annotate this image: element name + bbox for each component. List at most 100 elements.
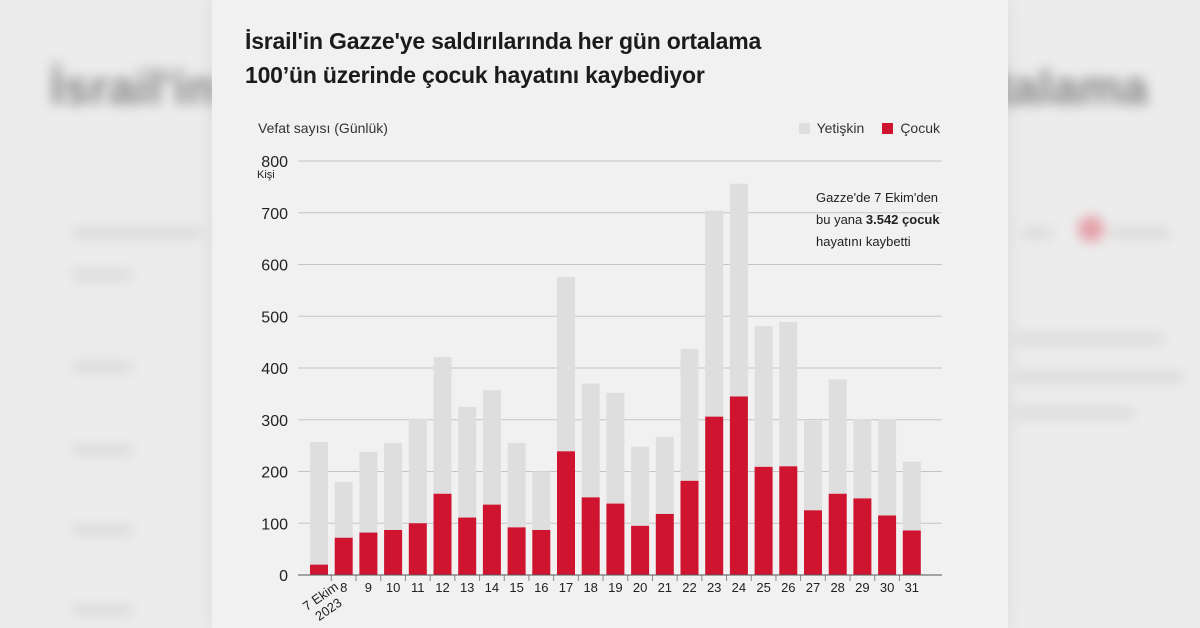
x-tick-label: 14	[485, 580, 499, 595]
bar-adult	[458, 406, 477, 518]
x-tick-label: 30	[880, 580, 894, 595]
bar-child	[581, 497, 600, 575]
bar-adult	[680, 348, 699, 481]
bar-child	[902, 530, 921, 575]
bar-adult	[655, 436, 674, 514]
bar-child	[557, 451, 575, 575]
y-axis-label: Vefat sayısı (Günlük)	[258, 120, 388, 136]
bar-adult	[705, 210, 724, 417]
bar-child	[631, 525, 650, 575]
annotation-note: Gazze'de 7 Ekim'den bu yana 3.542 çocuk …	[816, 187, 966, 253]
x-tick-label: 22	[682, 580, 696, 595]
bar-adult	[754, 326, 773, 467]
bar-child	[359, 532, 378, 575]
chart-title: İsrail'in Gazze'ye saldırılarında her gü…	[245, 24, 761, 92]
y-tick-label: 300	[261, 413, 288, 430]
x-tick-label: 23	[707, 580, 721, 595]
bar-child	[507, 527, 526, 575]
bar-adult	[334, 481, 353, 538]
bar-adult	[532, 471, 551, 530]
bar-adult	[482, 390, 501, 505]
bar-child	[606, 503, 625, 575]
bar-child	[655, 513, 674, 575]
x-tick-label: 12	[435, 580, 449, 595]
bar-child	[680, 480, 699, 575]
y-tick-label: 800	[261, 154, 288, 171]
x-tick-label: 21	[658, 580, 672, 595]
x-tick-label: 26	[781, 580, 795, 595]
x-tick-label: 11	[411, 580, 425, 595]
bar-adult	[581, 383, 600, 498]
bar-adult	[384, 443, 403, 530]
x-tick-label: 10	[386, 580, 400, 595]
y-tick-label: 400	[261, 361, 288, 378]
bar-child	[878, 515, 897, 575]
bar-adult	[408, 418, 427, 524]
bar-adult	[902, 461, 921, 531]
y-tick-label: 600	[261, 258, 288, 275]
annotation-line-3: hayatını kaybetti	[816, 234, 911, 249]
legend-item-child: Çocuk	[882, 120, 940, 136]
bar-child	[482, 504, 501, 575]
bar-child	[532, 529, 551, 575]
bar-child	[408, 523, 427, 575]
legend-label-adult: Yetişkin	[816, 120, 865, 136]
annotation-line-1: Gazze'de 7 Ekim'den	[816, 190, 939, 205]
x-tick-label: 15	[509, 580, 523, 595]
infographic-card: İsrail'in Gazze'ye saldırılarında her gü…	[212, 0, 1008, 628]
bar-adult	[359, 451, 378, 533]
y-unit-label: Kişi	[257, 169, 275, 181]
x-tick-label: 31	[905, 580, 919, 595]
x-tick-label: 29	[855, 580, 869, 595]
x-tick-label: 9	[365, 580, 372, 595]
chart-title-line-1: İsrail'in Gazze'ye saldırılarında her gü…	[245, 28, 762, 54]
bar-adult	[853, 419, 872, 499]
annotation-highlight: 3.542 çocuk	[865, 212, 940, 227]
x-tick-label: 16	[534, 580, 548, 595]
bar-child	[853, 498, 872, 575]
legend-item-adult: Yetişkin	[798, 120, 865, 136]
x-tick-label: 28	[830, 580, 844, 595]
x-tick-label: 19	[608, 580, 622, 595]
bar-child	[334, 537, 353, 575]
chart-title-line-2: 100’ün üzerinde çocuk hayatını kaybediyo…	[245, 62, 705, 88]
bar-adult	[631, 446, 650, 526]
x-tick-label: 20	[633, 580, 647, 595]
bar-adult	[507, 443, 526, 528]
x-tick-label: 27	[806, 580, 820, 595]
y-tick-label: 700	[261, 206, 288, 223]
y-tick-label: 100	[261, 516, 288, 533]
bar-adult	[729, 183, 748, 397]
y-tick-label: 200	[261, 465, 288, 482]
y-tick-label: 500	[261, 309, 288, 326]
bar-child	[433, 493, 452, 575]
bar-adult	[804, 420, 822, 511]
bar-child	[779, 466, 798, 575]
bar-child	[729, 396, 748, 575]
x-tick-label: 18	[583, 580, 597, 595]
x-tick-label: 25	[756, 580, 770, 595]
legend-swatch-child	[882, 122, 894, 134]
bar-child	[458, 517, 477, 575]
bar-child	[310, 564, 328, 575]
bar-adult	[606, 392, 625, 504]
x-tick-label: 13	[460, 580, 474, 595]
bar-adult	[878, 419, 897, 516]
x-tick-label: 8	[340, 580, 347, 595]
bar-child	[384, 529, 403, 575]
bar-child	[705, 416, 724, 575]
y-tick-label: 0	[279, 568, 288, 585]
bar-adult	[310, 442, 328, 565]
legend: Yetişkin Çocuk	[798, 120, 940, 136]
bar-child	[754, 466, 773, 575]
legend-label-child: Çocuk	[900, 120, 940, 136]
annotation-line-2: bu yana 3.542 çocuk	[816, 212, 940, 227]
bar-adult	[557, 276, 575, 452]
bar-adult	[828, 379, 847, 494]
bar-child	[828, 493, 847, 575]
bar-adult	[779, 321, 798, 467]
bar-adult	[433, 357, 452, 494]
x-tick-label: 17	[559, 580, 573, 595]
x-tick-label: 24	[732, 580, 746, 595]
